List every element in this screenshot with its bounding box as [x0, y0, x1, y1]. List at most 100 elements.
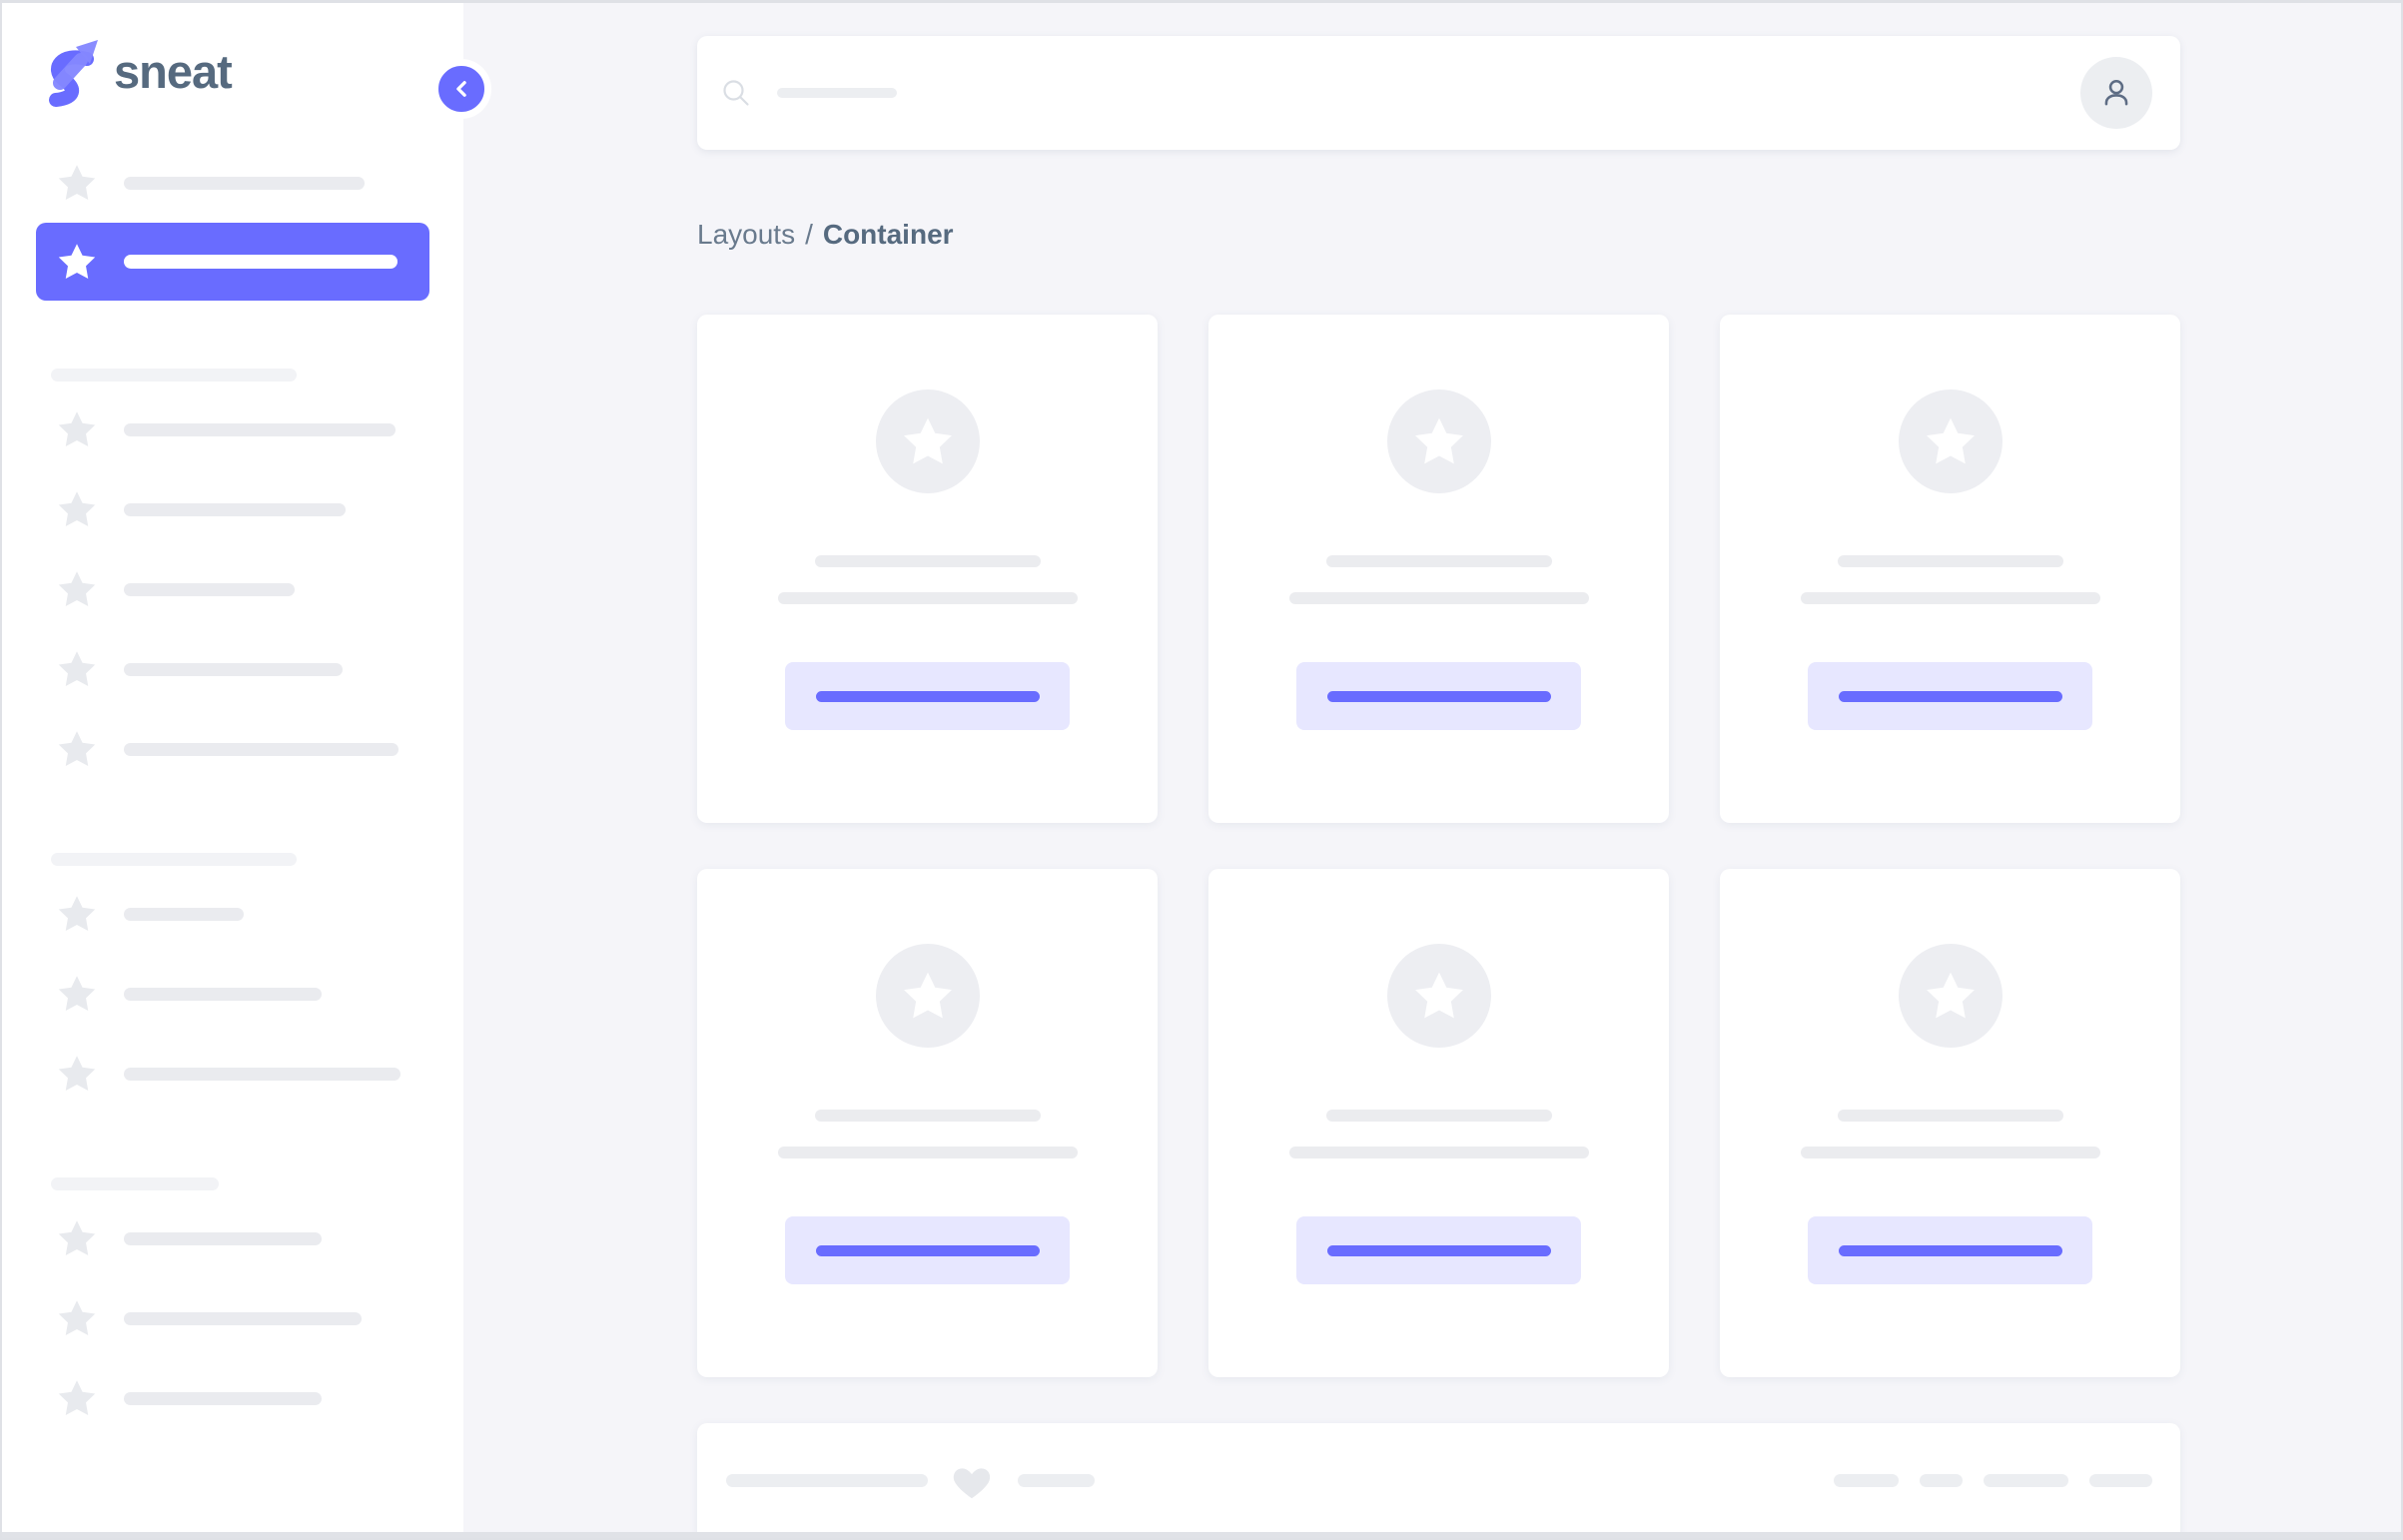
- bottom-card-pagination: [1834, 1473, 2152, 1487]
- card-action-button[interactable]: [1296, 1216, 1581, 1284]
- card-subtitle-bar: [777, 592, 1078, 604]
- sidebar-item[interactable]: [36, 725, 429, 773]
- star-icon: [58, 731, 96, 767]
- main-content: Layouts / Container: [463, 3, 2401, 1538]
- card-button-label-bar: [1326, 1244, 1551, 1256]
- card-button-label-bar: [815, 1244, 1040, 1256]
- window-bottom-edge: [2, 1532, 2401, 1538]
- card-avatar-circle: [1386, 944, 1491, 1048]
- bottom-card: [697, 1423, 2180, 1537]
- star-icon: [58, 1056, 96, 1092]
- card-title-bar: [1837, 555, 2063, 567]
- menu-item-label-bar: [124, 422, 396, 436]
- sidebar-item[interactable]: [36, 1050, 429, 1098]
- menu-item-label-bar: [124, 987, 322, 1001]
- star-icon: [58, 244, 96, 280]
- sidebar-item[interactable]: [36, 890, 429, 938]
- skeleton-card: [1208, 869, 1669, 1377]
- menu-section-divider: [51, 369, 297, 382]
- sidebar-item[interactable]: [36, 970, 429, 1018]
- star-icon: [58, 1220, 96, 1256]
- menu-item-label-bar: [124, 255, 398, 269]
- skeleton-card: [697, 315, 1158, 823]
- menu-item-label-bar: [124, 742, 399, 756]
- breadcrumb: Layouts / Container: [697, 220, 2401, 250]
- user-avatar-button[interactable]: [2080, 57, 2152, 129]
- card-subtitle-bar: [1800, 592, 2100, 604]
- card-title-bar: [1325, 555, 1552, 567]
- card-avatar-circle: [1386, 389, 1491, 493]
- bottom-card-text-bar: [1018, 1473, 1095, 1487]
- star-icon: [58, 1300, 96, 1336]
- star-icon: [58, 976, 96, 1012]
- pagination-bar: [1984, 1473, 2068, 1487]
- breadcrumb-section[interactable]: Layouts: [697, 219, 796, 250]
- card-avatar-circle: [875, 389, 980, 493]
- app-title: sneat: [114, 45, 233, 98]
- pagination-bar: [1834, 1473, 1899, 1487]
- search-input[interactable]: [721, 36, 2080, 150]
- logo[interactable]: sneat: [2, 3, 463, 107]
- search-placeholder-bar: [777, 88, 897, 98]
- menu-item-label-bar: [124, 1231, 322, 1245]
- card-action-button[interactable]: [785, 662, 1070, 730]
- star-icon: [1414, 417, 1463, 464]
- sidebar-item[interactable]: [36, 645, 429, 693]
- sidebar-collapse-button[interactable]: [431, 59, 491, 119]
- pagination-bar: [1920, 1473, 1963, 1487]
- card-action-button[interactable]: [1296, 662, 1581, 730]
- star-icon: [58, 1380, 96, 1416]
- heart-icon: [953, 1468, 991, 1499]
- card-title-bar: [814, 1110, 1041, 1122]
- chevron-left-icon: [456, 81, 466, 97]
- top-navbar: [697, 36, 2180, 150]
- card-title-bar: [1837, 1110, 2063, 1122]
- menu-section-divider: [51, 1177, 219, 1190]
- search-icon: [723, 80, 749, 106]
- sidebar-menu: [36, 159, 429, 1454]
- star-icon: [58, 491, 96, 527]
- menu-item-label-bar: [124, 1067, 400, 1081]
- card-subtitle-bar: [1800, 1147, 2100, 1158]
- menu-item-label-bar: [124, 662, 343, 676]
- card-action-button[interactable]: [785, 1216, 1070, 1284]
- card-button-label-bar: [1326, 690, 1551, 702]
- card-action-button[interactable]: [1808, 662, 2092, 730]
- card-subtitle-bar: [1288, 1147, 1589, 1158]
- card-action-button[interactable]: [1808, 1216, 2092, 1284]
- sidebar-item[interactable]: [36, 405, 429, 453]
- skeleton-card: [1720, 315, 2180, 823]
- sidebar-item[interactable]: [36, 1374, 429, 1422]
- star-icon: [1414, 972, 1463, 1019]
- star-icon: [903, 972, 952, 1019]
- sidebar-item[interactable]: [36, 1294, 429, 1342]
- menu-item-label-bar: [124, 907, 244, 921]
- breadcrumb-current: Container: [822, 219, 954, 250]
- card-button-label-bar: [1838, 690, 2062, 702]
- card-avatar-circle: [1898, 944, 2002, 1048]
- sidebar-item[interactable]: [36, 565, 429, 613]
- sidebar-item[interactable]: [36, 1214, 429, 1262]
- card-avatar-circle: [1898, 389, 2002, 493]
- bottom-card-text-bar: [726, 1473, 928, 1487]
- card-title-bar: [814, 555, 1041, 567]
- sidebar-item[interactable]: [36, 159, 429, 207]
- menu-item-label-bar: [124, 582, 295, 596]
- star-icon: [58, 165, 96, 201]
- sidebar-item[interactable]: [36, 485, 429, 533]
- card-button-label-bar: [1838, 1244, 2062, 1256]
- star-icon: [1926, 417, 1975, 464]
- star-icon: [58, 571, 96, 607]
- card-subtitle-bar: [777, 1147, 1078, 1158]
- sneat-logo-icon: [49, 40, 98, 107]
- sidebar-item-active[interactable]: [36, 223, 429, 301]
- star-icon: [903, 417, 952, 464]
- cards-grid: [697, 315, 2180, 1377]
- skeleton-card: [1720, 869, 2180, 1377]
- menu-item-label-bar: [124, 1311, 362, 1325]
- star-icon: [58, 896, 96, 932]
- bottom-card-left: [726, 1460, 1095, 1500]
- menu-item-label-bar: [124, 502, 346, 516]
- sidebar: sneat: [2, 3, 491, 1538]
